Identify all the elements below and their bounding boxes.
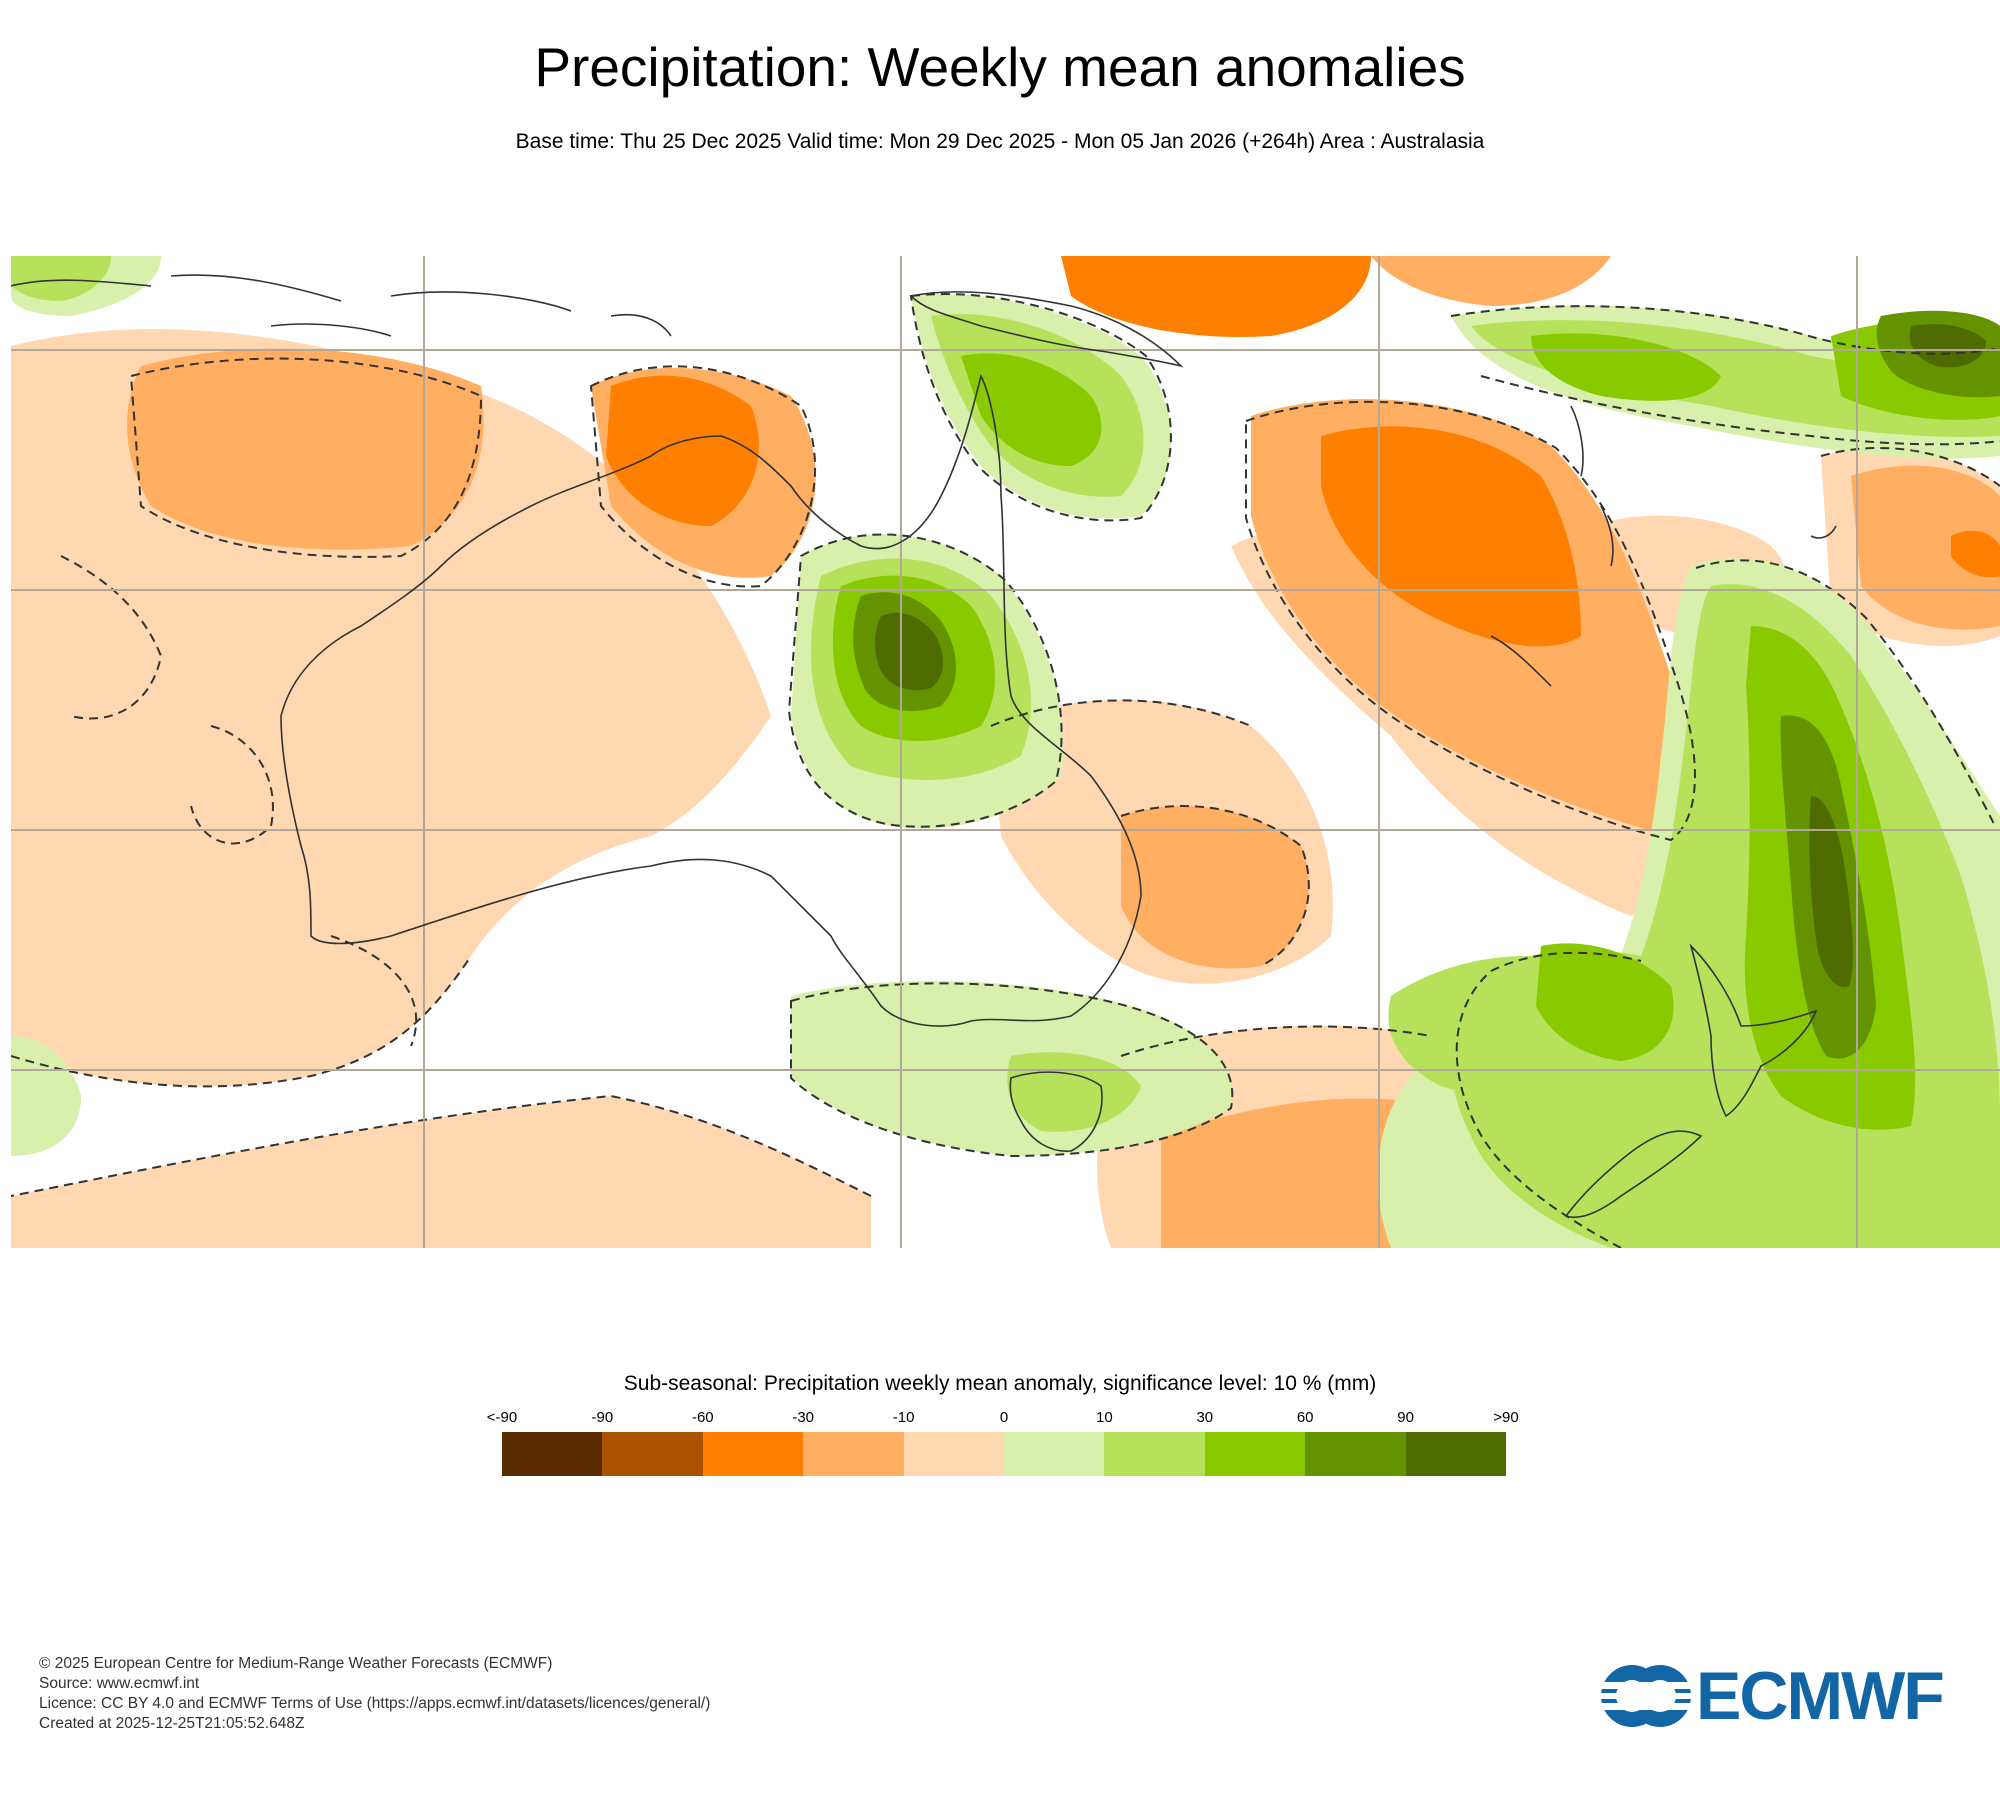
- new-zealand-south-island: [1564, 1130, 1703, 1218]
- created-text: Created at 2025-12-25T21:05:52.648Z: [39, 1715, 305, 1732]
- coastlines: [11, 274, 1837, 1218]
- tasmania-coastline: [1009, 1071, 1103, 1152]
- legend-tick-label: 60: [1296, 1409, 1314, 1426]
- legend-swatch: [1204, 1432, 1306, 1476]
- legend-tick-label: -60: [691, 1409, 714, 1426]
- legend-tick-labels: <-90 -90 -60 -30 -10 0 10 30 60 90 >90: [0, 1408, 2000, 1428]
- new-caledonia: [1490, 635, 1552, 687]
- legend-tick-label: -90: [591, 1409, 614, 1426]
- legend-colorbar: [502, 1432, 1507, 1476]
- footer-credits: © 2025 European Centre for Medium-Range …: [39, 1654, 1139, 1734]
- page-subtitle: Base time: Thu 25 Dec 2025 Valid time: M…: [515, 130, 1485, 153]
- legend-tick-label: 30: [1196, 1409, 1214, 1426]
- ecmwf-logo-icon: [1596, 1665, 1696, 1727]
- page-title: Precipitation: Weekly mean anomalies: [534, 36, 1466, 98]
- pacific-islands: [1570, 405, 1837, 567]
- australia-coastline: [280, 373, 1142, 1027]
- ecmwf-logo: ECMWF: [1596, 1660, 1966, 1732]
- anomaly-map: [11, 256, 2000, 1248]
- source-text: Source: www.ecmwf.int: [39, 1675, 200, 1692]
- legend-swatch: [1305, 1432, 1406, 1476]
- legend-tick-label: >90: [1493, 1409, 1519, 1426]
- legend-swatch: [803, 1432, 904, 1476]
- significance-contours: [11, 293, 2000, 1248]
- legend-swatch: [903, 1432, 1005, 1476]
- copyright-text: © 2025 European Centre for Medium-Range …: [39, 1655, 553, 1672]
- legend-tick-label: <-90: [486, 1409, 518, 1426]
- legend-tick-label: -10: [892, 1409, 915, 1426]
- indonesia-islands: [11, 274, 672, 337]
- legend-swatch: [702, 1432, 804, 1476]
- legend-swatch: [1104, 1432, 1205, 1476]
- legend-tick-label: -30: [792, 1409, 815, 1426]
- legend-swatch: [1004, 1432, 1105, 1476]
- legend-tick-label: 10: [1096, 1409, 1113, 1426]
- legend-swatch: [1405, 1432, 1507, 1476]
- legend-tick-label: 0: [999, 1409, 1009, 1426]
- new-guinea-coastline: [909, 291, 1184, 368]
- anomaly-very-strong-positive-shading: [853, 310, 2000, 1059]
- map-canvas: [11, 256, 2000, 1248]
- ecmwf-logo-text: ECMWF: [1696, 1658, 1945, 1734]
- legend-swatch: [602, 1432, 703, 1476]
- legend-swatch: [502, 1432, 603, 1476]
- licence-text: Licence: CC BY 4.0 and ECMWF Terms of Us…: [39, 1695, 711, 1712]
- lat-lon-grid: [11, 256, 2000, 1248]
- new-zealand-north-island: [1689, 943, 1818, 1118]
- anomaly-strong-negative-shading: [606, 256, 2000, 1190]
- legend-title: Sub-seasonal: Precipitation weekly mean …: [623, 1372, 1377, 1395]
- legend-tick-label: 90: [1397, 1409, 1414, 1426]
